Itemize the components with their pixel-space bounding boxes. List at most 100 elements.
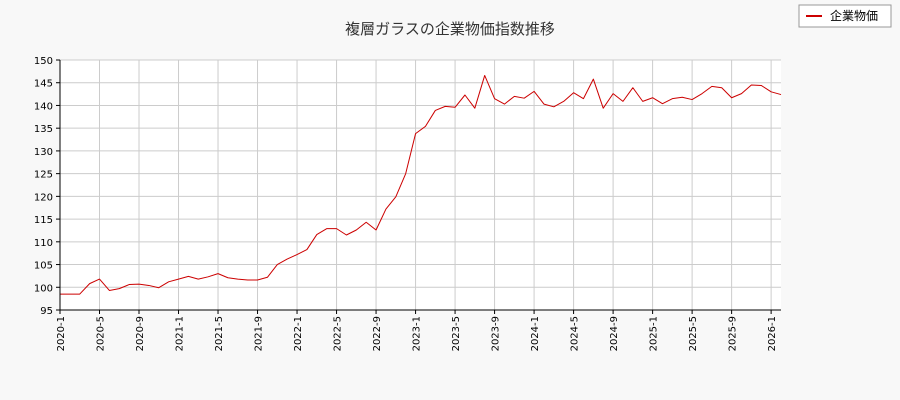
data-point [572, 91, 575, 94]
y-tick-label: 110 [34, 238, 53, 249]
data-point [780, 93, 783, 96]
data-point [167, 280, 170, 283]
data-point [305, 248, 308, 251]
data-point [187, 275, 190, 278]
data-point [513, 95, 516, 98]
x-tick-label: 2025-1 [649, 316, 660, 351]
data-point [661, 102, 664, 105]
y-tick-label: 125 [34, 170, 53, 181]
data-point [473, 107, 476, 110]
y-tick-label: 150 [34, 56, 53, 67]
data-point [266, 276, 269, 279]
x-tick-label: 2024-5 [570, 316, 581, 351]
data-point [128, 283, 131, 286]
data-point [118, 287, 121, 290]
data-point [523, 97, 526, 100]
data-point [454, 106, 457, 109]
x-tick-label: 2021-5 [214, 316, 225, 351]
axes [56, 59, 781, 314]
data-point [375, 229, 378, 232]
x-tick-label: 2023-1 [412, 316, 423, 351]
data-point [256, 279, 259, 282]
data-point [226, 276, 229, 279]
data-point [286, 258, 289, 261]
data-point [542, 103, 545, 106]
data-point [296, 253, 299, 256]
x-tick-label: 2022-5 [333, 316, 344, 351]
data-point [207, 275, 210, 278]
x-tick-label: 2023-9 [491, 316, 502, 351]
x-tick-label: 2024-1 [530, 316, 541, 351]
data-point [325, 227, 328, 230]
legend-box [798, 4, 892, 28]
data-point [98, 278, 101, 281]
data-point [691, 98, 694, 101]
data-point [760, 84, 763, 87]
y-tick-label: 100 [34, 283, 53, 294]
data-point [631, 86, 634, 89]
data-point [503, 103, 506, 106]
x-tick-label: 2021-9 [254, 316, 265, 351]
data-point [463, 94, 466, 97]
data-point [750, 84, 753, 87]
y-tick-label: 120 [34, 192, 53, 203]
data-point [365, 221, 368, 224]
data-point [384, 208, 387, 211]
data-point [651, 96, 654, 99]
data-point [246, 279, 249, 282]
data-point [355, 229, 358, 232]
data-point [681, 96, 684, 99]
y-tick-label: 95 [40, 306, 53, 317]
x-tick-label: 2025-9 [728, 316, 739, 351]
data-point [138, 283, 141, 286]
legend: 企業物価 [798, 4, 892, 28]
legend-label: 企業物価 [830, 8, 878, 23]
data-point [68, 293, 71, 296]
y-tick-label: 105 [34, 261, 53, 272]
y-tick-label: 130 [34, 147, 53, 158]
data-point [88, 282, 91, 285]
data-point [612, 92, 615, 95]
data-point [424, 125, 427, 128]
data-point [562, 100, 565, 103]
x-tick-label: 2020-9 [135, 316, 146, 351]
y-tick-label: 145 [34, 79, 53, 90]
series-line [60, 74, 782, 295]
data-point [730, 96, 733, 99]
data-point [217, 272, 220, 275]
y-tick-label: 115 [34, 215, 53, 226]
data-point [533, 90, 536, 93]
y-tick-label: 135 [34, 124, 53, 135]
x-tick-label: 2024-9 [609, 316, 620, 351]
data-point [582, 97, 585, 100]
series-layer [60, 74, 783, 296]
data-point [671, 97, 674, 100]
x-tick-label: 2023-5 [451, 316, 462, 351]
data-point [345, 234, 348, 237]
chart-title: 複層ガラスの企業物価指数推移 [345, 20, 555, 38]
y-tick-labels: 95 100 105 110 115 120 125 130 135 140 145 150 [34, 56, 53, 317]
data-point [592, 78, 595, 81]
data-point [276, 263, 279, 266]
data-point [157, 286, 160, 289]
data-point [414, 132, 417, 135]
x-tick-label: 2022-9 [372, 316, 383, 351]
x-tick-label: 2020-1 [56, 316, 67, 351]
data-point [236, 278, 239, 281]
data-point [335, 227, 338, 230]
data-point [621, 100, 624, 103]
data-point [552, 105, 555, 108]
data-point [434, 109, 437, 112]
grid-lines [59, 59, 781, 311]
data-point [720, 86, 723, 89]
data-point [483, 74, 486, 77]
x-tick-labels: 2020-1 2020-5 2020-9 2021-1 2021-5 2021-9 2022… [56, 316, 778, 351]
data-point [147, 284, 150, 287]
x-tick-label: 2022-1 [293, 316, 304, 351]
data-point [700, 92, 703, 95]
data-point [394, 195, 397, 198]
data-point [177, 278, 180, 281]
x-tick-label: 2026-1 [767, 316, 778, 351]
data-point [78, 293, 81, 296]
